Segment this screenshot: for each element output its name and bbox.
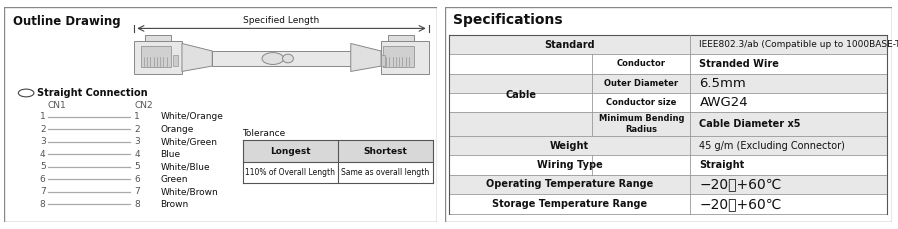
- Ellipse shape: [262, 53, 284, 64]
- Text: 8: 8: [40, 199, 46, 209]
- Text: 7: 7: [135, 187, 140, 196]
- Text: Longest: Longest: [270, 147, 311, 155]
- Text: Operating Temperature Range: Operating Temperature Range: [486, 180, 654, 189]
- Bar: [242, 140, 433, 162]
- Text: Standard: Standard: [544, 40, 595, 49]
- Text: Conductor: Conductor: [617, 59, 665, 68]
- Bar: [388, 35, 413, 41]
- Text: Conductor size: Conductor size: [606, 98, 676, 107]
- Text: White/Orange: White/Orange: [161, 112, 224, 121]
- Bar: [141, 46, 172, 67]
- Text: Orange: Orange: [161, 125, 194, 134]
- Text: Cable: Cable: [505, 90, 536, 100]
- Bar: [449, 112, 887, 136]
- Text: 5: 5: [135, 162, 140, 171]
- Bar: [449, 93, 887, 112]
- Text: 6: 6: [40, 174, 46, 184]
- Text: Weight: Weight: [550, 141, 589, 151]
- Text: CN2: CN2: [135, 101, 153, 110]
- Polygon shape: [182, 44, 212, 71]
- Text: −20～+60℃: −20～+60℃: [700, 197, 782, 211]
- Text: 4: 4: [40, 150, 46, 159]
- Bar: [449, 175, 887, 194]
- Text: Straight: Straight: [700, 160, 744, 170]
- Text: Minimum Bending
Radius: Minimum Bending Radius: [599, 114, 684, 134]
- Polygon shape: [351, 44, 381, 71]
- Text: IEEE802.3/ab (Compatible up to 1000BASE-TX): IEEE802.3/ab (Compatible up to 1000BASE-…: [700, 40, 898, 49]
- Text: White/Blue: White/Blue: [161, 162, 210, 171]
- Text: Cable Diameter x5: Cable Diameter x5: [700, 119, 801, 129]
- Text: White/Brown: White/Brown: [161, 187, 218, 196]
- Bar: [135, 41, 182, 74]
- Text: Specifications: Specifications: [453, 13, 563, 27]
- Text: 4: 4: [135, 150, 140, 159]
- Text: −20～+60℃: −20～+60℃: [700, 177, 782, 191]
- Text: 45 g/m (Excluding Connector): 45 g/m (Excluding Connector): [700, 141, 845, 151]
- Text: White/Green: White/Green: [161, 137, 217, 146]
- Bar: [449, 194, 887, 213]
- Text: 7: 7: [40, 187, 46, 196]
- Text: Specified Length: Specified Length: [243, 16, 320, 25]
- Text: Shortest: Shortest: [364, 147, 408, 155]
- Text: 6.5mm: 6.5mm: [700, 77, 746, 90]
- Text: 2: 2: [135, 125, 140, 134]
- Text: 8: 8: [135, 199, 140, 209]
- Text: 3: 3: [40, 137, 46, 146]
- Bar: [449, 136, 887, 155]
- Text: Storage Temperature Range: Storage Temperature Range: [492, 199, 647, 209]
- Text: 3: 3: [135, 137, 140, 146]
- Text: 2: 2: [40, 125, 46, 134]
- Bar: [242, 162, 433, 183]
- Text: Stranded Wire: Stranded Wire: [700, 59, 779, 69]
- Bar: [449, 74, 887, 93]
- Text: 1: 1: [135, 112, 140, 121]
- Bar: [449, 155, 887, 175]
- Text: Blue: Blue: [161, 150, 180, 159]
- Text: AWG24: AWG24: [700, 96, 748, 109]
- Text: 6: 6: [135, 174, 140, 184]
- Bar: [381, 55, 385, 66]
- Text: 110% of Overall Length: 110% of Overall Length: [245, 168, 335, 177]
- Bar: [449, 54, 887, 74]
- Ellipse shape: [283, 54, 294, 63]
- Text: CN1: CN1: [48, 101, 66, 110]
- Text: Tolerance: Tolerance: [242, 129, 286, 138]
- Bar: [173, 55, 178, 66]
- Bar: [212, 51, 351, 66]
- Text: Green: Green: [161, 174, 188, 184]
- Bar: [381, 41, 428, 74]
- Bar: [383, 46, 413, 67]
- Text: Outline Drawing: Outline Drawing: [13, 16, 120, 28]
- Text: 5: 5: [40, 162, 46, 171]
- Text: Brown: Brown: [161, 199, 189, 209]
- Text: Outer Diameter: Outer Diameter: [604, 79, 678, 88]
- Text: 1: 1: [40, 112, 46, 121]
- Bar: [449, 35, 887, 54]
- Text: Straight Connection: Straight Connection: [37, 88, 147, 98]
- Text: Same as overall length: Same as overall length: [341, 168, 429, 177]
- Text: Wiring Type: Wiring Type: [537, 160, 603, 170]
- Bar: [145, 35, 172, 41]
